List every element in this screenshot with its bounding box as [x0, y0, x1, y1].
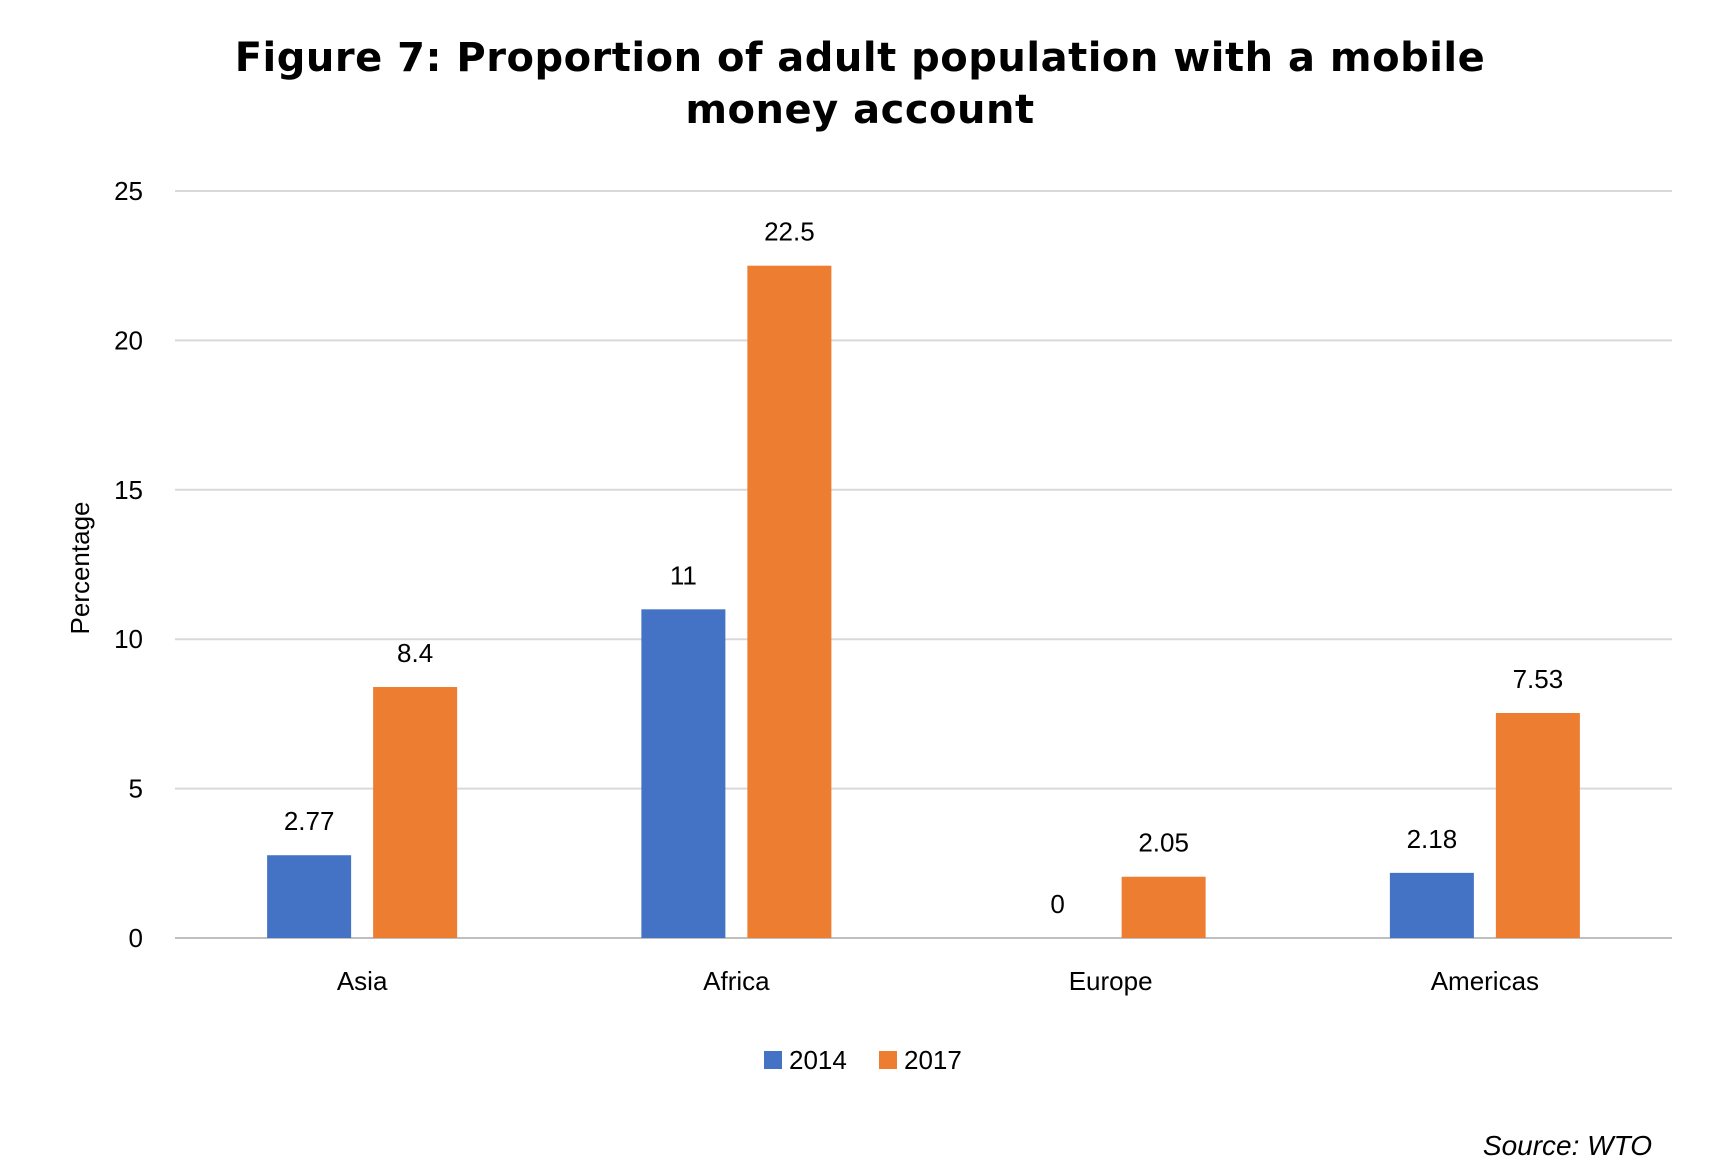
y-tick-label: 25: [114, 176, 143, 206]
data-label: 2.18: [1407, 824, 1458, 854]
bar-2014-africa: [641, 609, 726, 938]
y-tick-label: 0: [129, 923, 143, 953]
x-tick-label: Africa: [703, 966, 770, 996]
x-axis-categories: Asia Africa Europe Americas: [337, 966, 1539, 996]
data-label: 2.77: [284, 806, 335, 836]
bar-2017-asia: [373, 687, 458, 938]
y-tick-label: 20: [114, 325, 143, 355]
y-axis-ticks: 0 5 10 15 20 25: [114, 176, 143, 953]
bar-2014-americas: [1389, 872, 1474, 938]
bar-2017-americas: [1495, 713, 1580, 938]
data-label: 0: [1050, 889, 1064, 919]
data-label: 7.53: [1513, 664, 1564, 694]
x-tick-label: Asia: [337, 966, 388, 996]
legend-swatch-2017: [879, 1051, 897, 1069]
y-tick-label: 10: [114, 624, 143, 654]
y-tick-label: 5: [129, 774, 143, 804]
x-tick-label: Americas: [1431, 966, 1539, 996]
bar-2017-africa: [747, 265, 832, 938]
data-label: 2.05: [1138, 828, 1189, 858]
x-tick-label: Europe: [1069, 966, 1153, 996]
data-label: 8.4: [397, 638, 433, 668]
data-label: 22.5: [764, 217, 815, 247]
data-label: 11: [670, 560, 697, 590]
y-tick-label: 15: [114, 475, 143, 505]
bars: [267, 265, 1580, 938]
data-labels: 2.77 8.4 11 22.5 0 2.05 2.18 7.53: [284, 217, 1563, 919]
bar-2017-europe: [1121, 876, 1206, 938]
legend-label-2017: 2017: [904, 1045, 962, 1075]
bar-2014-asia: [267, 855, 352, 938]
source-note: Source: WTO: [1482, 1130, 1652, 1161]
legend-swatch-2014: [764, 1051, 782, 1069]
legend-label-2014: 2014: [789, 1045, 847, 1075]
chart-title: Figure 7: Proportion of adult population…: [234, 35, 1486, 133]
y-axis-label: Percentage: [65, 502, 95, 635]
legend: 2014 2017: [764, 1045, 962, 1075]
